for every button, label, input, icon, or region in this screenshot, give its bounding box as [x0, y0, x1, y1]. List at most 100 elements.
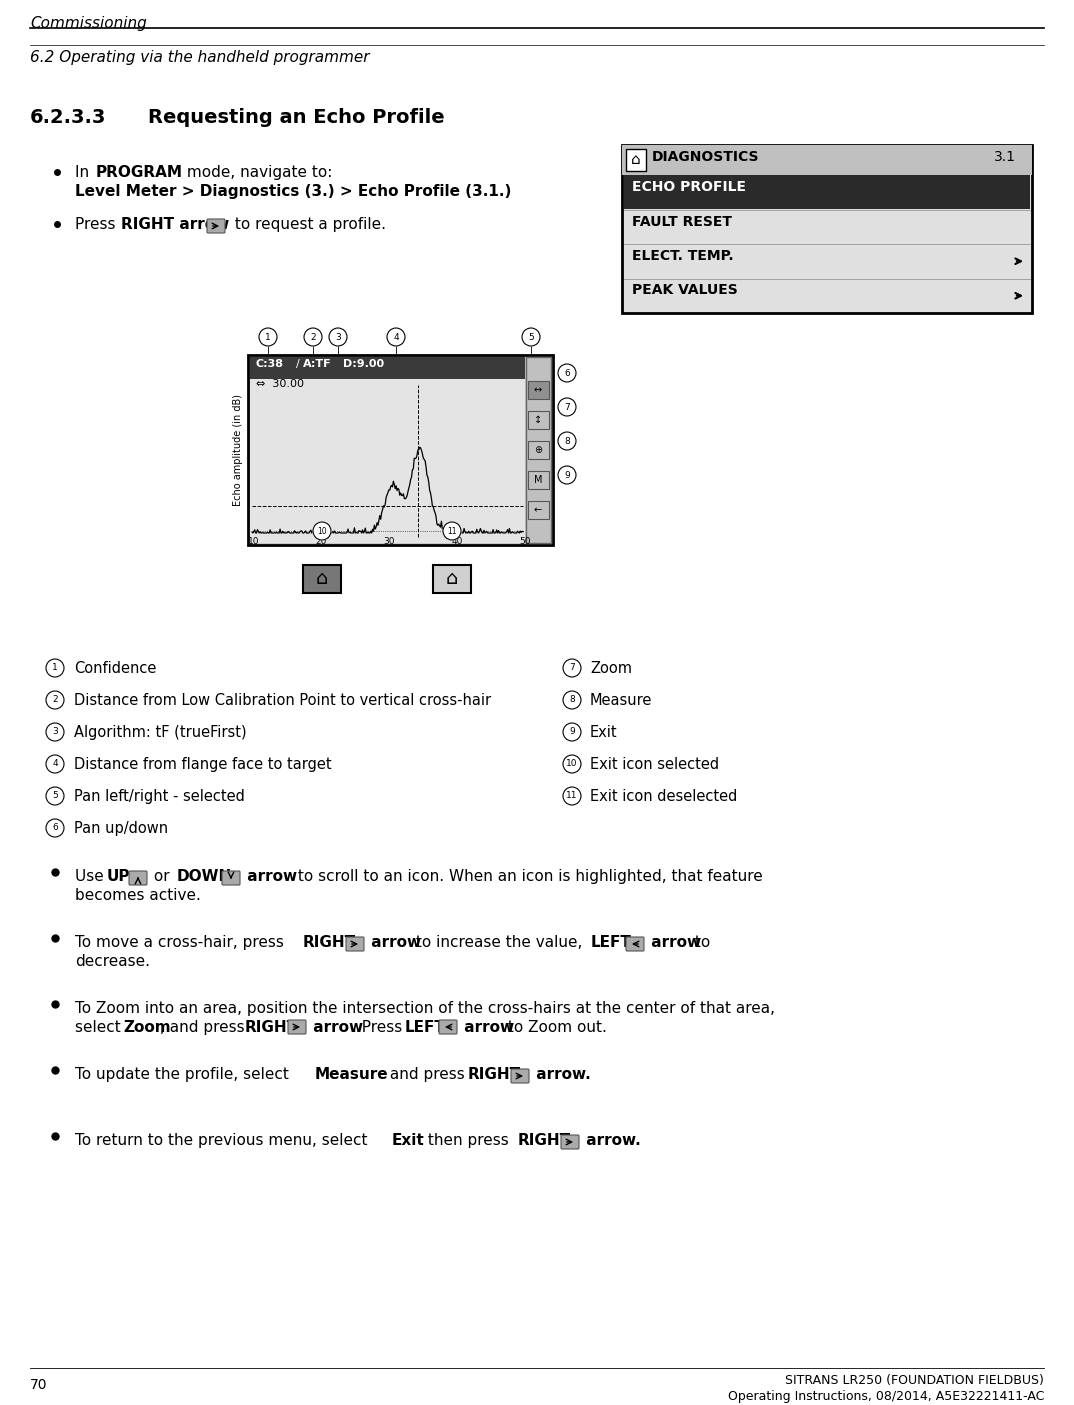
Text: Press: Press [75, 216, 120, 232]
Text: or: or [149, 870, 174, 884]
Bar [250, 357, 525, 542]
Text: Zoom: Zoom [590, 660, 632, 676]
Text: Distance from Low Calibration Point to vertical cross-hair: Distance from Low Calibration Point to v… [74, 693, 491, 708]
Text: arrow: arrow [459, 1020, 514, 1035]
Text: To update the profile, select: To update the profile, select [75, 1066, 294, 1082]
Bar [526, 357, 551, 542]
Bar [528, 381, 549, 399]
Text: 9: 9 [569, 728, 575, 736]
Text: to scroll to an icon. When an icon is highlighted, that feature: to scroll to an icon. When an icon is hi… [293, 870, 763, 884]
Text: 3: 3 [335, 333, 340, 341]
FancyBboxPatch shape [207, 219, 224, 233]
FancyBboxPatch shape [222, 871, 240, 885]
Text: Confidence: Confidence [74, 660, 157, 676]
Text: In: In [75, 164, 95, 180]
Circle shape [46, 754, 64, 773]
Text: M: M [534, 475, 542, 485]
Text: arrow: arrow [366, 934, 421, 950]
Text: Exit: Exit [392, 1132, 424, 1148]
Circle shape [304, 327, 322, 346]
Circle shape [259, 327, 277, 346]
Text: arrow: arrow [645, 934, 701, 950]
Bar [528, 441, 549, 459]
Text: C:38: C:38 [256, 360, 284, 370]
Circle shape [522, 327, 540, 346]
Text: 50: 50 [519, 537, 531, 547]
Text: /: / [296, 360, 300, 370]
Text: 6.2 Operating via the handheld programmer: 6.2 Operating via the handheld programme… [30, 51, 369, 65]
FancyBboxPatch shape [511, 1069, 529, 1083]
Text: Exit icon selected: Exit icon selected [590, 757, 720, 771]
FancyBboxPatch shape [346, 937, 364, 951]
Text: to: to [690, 934, 710, 950]
Circle shape [46, 691, 64, 710]
Text: arrow.: arrow. [531, 1066, 591, 1082]
Text: 5: 5 [528, 333, 534, 341]
Text: RIGHT: RIGHT [468, 1066, 521, 1082]
Text: to request a profile.: to request a profile. [230, 216, 386, 232]
Text: ⌂: ⌂ [316, 569, 329, 589]
Text: DIAGNOSTICS: DIAGNOSTICS [652, 150, 759, 164]
Text: Exit icon deselected: Exit icon deselected [590, 790, 738, 804]
Circle shape [46, 787, 64, 805]
Text: 10: 10 [317, 527, 326, 535]
Circle shape [558, 364, 576, 382]
FancyBboxPatch shape [288, 1020, 306, 1034]
FancyBboxPatch shape [129, 871, 147, 885]
Text: RIGHT: RIGHT [518, 1132, 571, 1148]
Text: A:TF: A:TF [303, 360, 332, 370]
Text: Echo amplitude (in dB): Echo amplitude (in dB) [233, 393, 243, 506]
Circle shape [46, 659, 64, 677]
Bar [528, 471, 549, 489]
Text: . Press: . Press [352, 1020, 407, 1035]
Text: 2: 2 [310, 333, 316, 341]
Text: , and press: , and press [160, 1020, 249, 1035]
Circle shape [563, 724, 581, 740]
Text: then press: then press [423, 1132, 513, 1148]
Text: arrow: arrow [308, 1020, 363, 1035]
Text: To move a cross-hair, press: To move a cross-hair, press [75, 934, 289, 950]
Text: ⇔  30.00: ⇔ 30.00 [256, 379, 304, 389]
Text: 9: 9 [564, 471, 570, 479]
Text: To Zoom into an area, position the intersection of the cross-hairs at the center: To Zoom into an area, position the inter… [75, 1000, 775, 1016]
Text: 2: 2 [53, 695, 58, 704]
Text: 1: 1 [53, 663, 58, 673]
Bar [250, 357, 525, 379]
Text: ↔: ↔ [534, 385, 542, 395]
Bar [433, 565, 471, 593]
Circle shape [558, 466, 576, 483]
Circle shape [563, 787, 581, 805]
Bar [248, 355, 553, 545]
Text: ECHO PROFILE: ECHO PROFILE [632, 180, 746, 194]
Text: becomes active.: becomes active. [75, 888, 201, 903]
Circle shape [46, 819, 64, 837]
Text: 8: 8 [569, 695, 575, 704]
Text: LEFT: LEFT [405, 1020, 446, 1035]
Bar [528, 412, 549, 429]
Text: FAULT RESET: FAULT RESET [632, 215, 732, 229]
Text: to Zoom out.: to Zoom out. [503, 1020, 607, 1035]
Text: 1: 1 [265, 333, 271, 341]
Text: Distance from flange face to target: Distance from flange face to target [74, 757, 332, 771]
Text: 4: 4 [53, 760, 58, 769]
Text: mode, navigate to:: mode, navigate to: [182, 164, 337, 180]
Text: RIGHT: RIGHT [303, 934, 357, 950]
Circle shape [563, 754, 581, 773]
Text: Commissioning: Commissioning [30, 15, 147, 31]
Circle shape [329, 327, 347, 346]
Text: ↕: ↕ [534, 414, 542, 424]
Text: PROGRAM: PROGRAM [96, 164, 183, 180]
Text: arrow: arrow [242, 870, 297, 884]
Text: Exit: Exit [590, 725, 618, 740]
Text: Algorithm: tF (trueFirst): Algorithm: tF (trueFirst) [74, 725, 247, 740]
Text: 3: 3 [53, 728, 58, 736]
Bar [622, 145, 1032, 313]
FancyBboxPatch shape [626, 937, 644, 951]
Text: 7: 7 [564, 402, 570, 412]
Text: Zoom: Zoom [124, 1020, 171, 1035]
Circle shape [563, 659, 581, 677]
Circle shape [313, 523, 331, 540]
Text: ⌂: ⌂ [632, 153, 641, 167]
Text: DOWN: DOWN [177, 870, 232, 884]
Text: ELECT. TEMP.: ELECT. TEMP. [632, 249, 734, 263]
